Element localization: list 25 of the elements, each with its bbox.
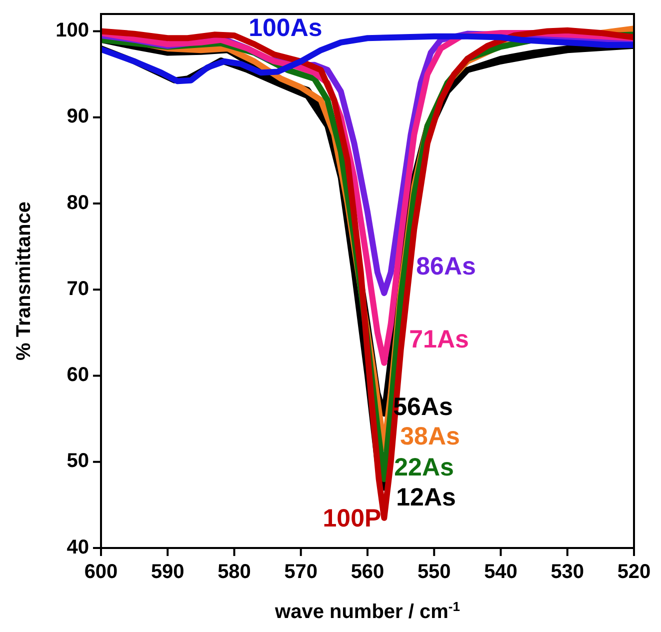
y-tick-label: 70 — [66, 278, 89, 300]
series-label: 71As — [409, 325, 469, 354]
series-label: 12As — [396, 483, 456, 512]
series-label: 100P — [322, 504, 382, 532]
y-axis-title: % Transmittance — [13, 202, 35, 360]
x-tick-label: 550 — [417, 561, 451, 583]
series-label: 100As — [248, 14, 322, 42]
x-tick-label: 540 — [484, 561, 518, 583]
series-label: 86As — [416, 252, 476, 281]
x-axis-title: wave number / cm$^{-1}$ — [274, 598, 460, 623]
y-tick-label: 40 — [66, 536, 89, 558]
series-label: 22As — [394, 454, 454, 482]
series-label: 38As — [400, 422, 460, 451]
x-tick-label: 600 — [84, 561, 118, 583]
x-tick-label: 530 — [550, 561, 584, 583]
y-tick-label: 90 — [66, 106, 89, 128]
x-tick-label: 570 — [284, 561, 318, 583]
y-tick-label: 60 — [66, 364, 89, 386]
y-tick-label: 50 — [66, 450, 89, 472]
x-tick-label: 520 — [617, 561, 651, 583]
y-tick-label: 80 — [66, 192, 89, 214]
y-tick-label: 100 — [56, 20, 89, 42]
x-tick-label: 560 — [350, 561, 384, 583]
x-tick-label: 580 — [218, 561, 251, 583]
x-tick-label: 590 — [150, 561, 184, 583]
